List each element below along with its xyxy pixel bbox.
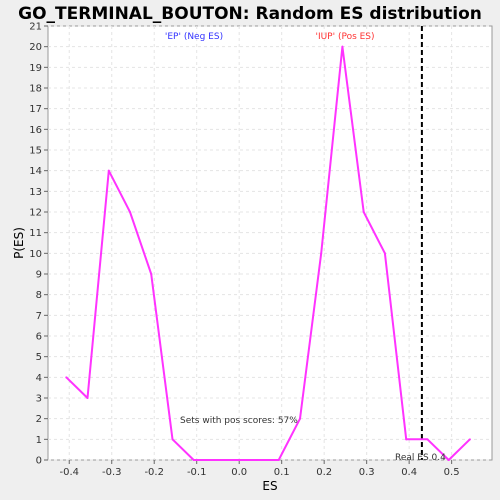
y-tick-label: 12 — [29, 208, 42, 219]
y-tick-label: 0 — [36, 456, 42, 467]
series-line — [65, 45, 471, 461]
data-point — [298, 417, 301, 420]
data-point — [129, 211, 132, 213]
y-tick-label: 1 — [36, 435, 42, 446]
x-tick-label: 0.4 — [401, 467, 417, 478]
y-tick-label: 8 — [36, 290, 42, 301]
data-point — [86, 397, 89, 399]
x-tick-label: 0.5 — [444, 467, 460, 478]
y-tick-label: 14 — [29, 166, 42, 177]
y-tick-label: 20 — [29, 42, 42, 53]
data-point — [405, 438, 408, 441]
pos-es-label: 'IUP' (Pos ES) — [315, 32, 374, 42]
y-tick-label: 9 — [36, 270, 42, 281]
x-axis-label: ES — [262, 479, 277, 493]
x-tick-label: 0.1 — [274, 467, 290, 478]
y-tick-label: 10 — [29, 249, 42, 260]
pos-score-summary: Sets with pos scores: 57% — [180, 416, 298, 426]
x-tick-label: -0.2 — [144, 467, 164, 478]
series-group — [65, 45, 471, 461]
x-tick-label: 0.0 — [231, 467, 247, 478]
y-tick-label: 3 — [36, 394, 42, 405]
y-tick-label: 18 — [29, 84, 42, 95]
data-point — [362, 211, 365, 213]
data-point — [320, 252, 323, 255]
y-tick-label: 17 — [29, 104, 42, 115]
y-tick-label: 15 — [29, 146, 42, 157]
y-tick-label: 6 — [36, 332, 42, 343]
x-tick-label: -0.4 — [59, 467, 79, 478]
data-point — [213, 459, 216, 461]
x-tick-label: -0.3 — [102, 467, 122, 478]
y-tick-label: 19 — [29, 63, 42, 74]
y-axis-label: P(ES) — [12, 227, 26, 259]
y-tick-label: 4 — [36, 373, 42, 384]
chart-title: GO_TERMINAL_BOUTON: Random ES distributi… — [18, 4, 482, 24]
x-axis: -0.4 -0.3 -0.2 -0.1 0.0 0.1 0.2 0.3 0.4 0.5 — [59, 460, 460, 478]
grid — [48, 25, 492, 461]
plot-area — [47, 25, 493, 461]
data-point — [277, 459, 280, 461]
y-tick-label: 2 — [36, 414, 42, 425]
neg-es-label: 'EP' (Neg ES) — [165, 32, 223, 42]
data-point — [341, 45, 344, 48]
x-tick-label: 0.3 — [359, 467, 375, 478]
real-es-label: Real ES 0.4 — [395, 453, 446, 463]
data-point — [107, 169, 110, 172]
y-tick-label: 11 — [29, 228, 42, 239]
data-point — [447, 459, 450, 461]
data-point — [256, 459, 259, 461]
y-tick-label: 21 — [29, 22, 42, 33]
y-tick-label: 16 — [29, 125, 42, 136]
data-point — [150, 273, 153, 275]
y-tick-label: 5 — [36, 352, 42, 363]
x-tick-label: -0.1 — [187, 467, 207, 478]
data-point — [65, 376, 68, 379]
data-point — [383, 252, 386, 255]
data-point — [235, 459, 238, 461]
data-point — [468, 438, 471, 441]
x-tick-label: 0.2 — [316, 467, 332, 478]
data-point — [171, 438, 174, 441]
data-point — [192, 459, 195, 461]
y-tick-label: 7 — [36, 311, 42, 322]
y-tick-label: 13 — [29, 187, 42, 198]
data-point — [426, 438, 429, 441]
